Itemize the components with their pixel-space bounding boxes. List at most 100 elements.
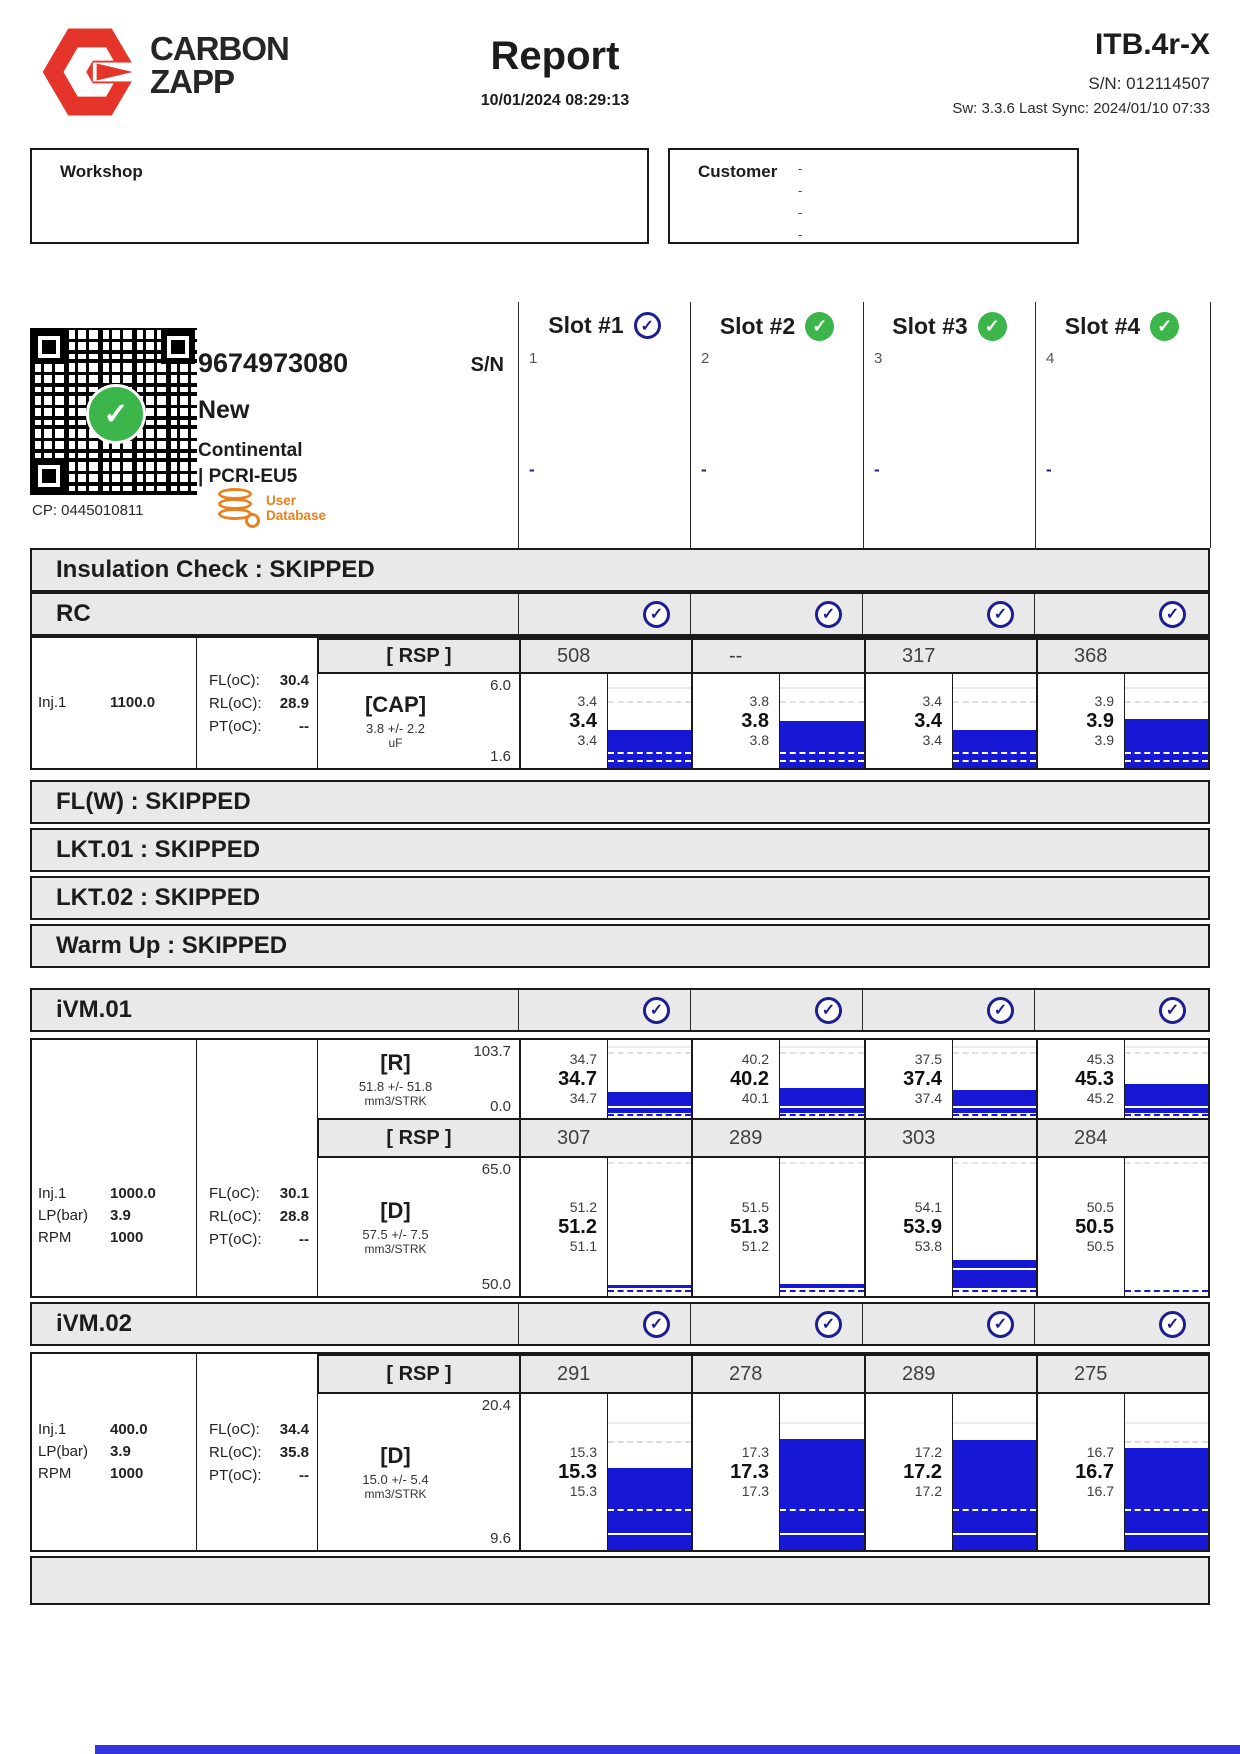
cap-bar-slot2	[779, 674, 864, 768]
slot-column-3: Slot #3 ✓ 3 -	[863, 302, 1035, 548]
slot-header-table: ✓ 9674973080 S/N New Continental | PCRI-…	[30, 302, 1211, 548]
rc-band: RC ✓ ✓ ✓ ✓	[30, 592, 1210, 636]
insulation-check-band: Insulation Check : SKIPPED	[30, 548, 1210, 592]
slot2-index: 2	[701, 350, 710, 367]
d2-bar-slot3	[952, 1394, 1036, 1550]
ivm02-rsp-slot4: 275	[1036, 1354, 1208, 1394]
ivm01-d-chart-slot2: 51.5 51.3 51.2	[691, 1158, 864, 1296]
ivm02-d-box: 20.4 [D] 15.0 +/- 5.4 mm3/STRK 9.6	[317, 1394, 519, 1550]
slot3-sn-dash: -	[874, 460, 880, 479]
d2-values-slot1: 15.3 15.3 15.3	[558, 1444, 597, 1499]
rc-params: Inj.1 1100.0	[38, 694, 156, 711]
device-serial: S/N: 012114507	[1088, 74, 1210, 93]
d-bar-slot1	[607, 1158, 691, 1296]
check-icon: ✓	[643, 1310, 670, 1338]
d-tolerance: 57.5 +/- 7.5	[362, 1227, 429, 1242]
check-icon: ✓	[987, 1310, 1014, 1338]
ivm01-rsp-header: [ RSP ]	[317, 1118, 519, 1158]
ivm01-band: iVM.01 ✓ ✓ ✓ ✓	[30, 988, 1210, 1032]
warmup-band: Warm Up : SKIPPED	[30, 924, 1210, 968]
ivm01-rsp-slot1: 307	[519, 1118, 691, 1158]
magnifier-icon	[245, 513, 260, 528]
slot1-check-icon: ✓	[633, 312, 661, 339]
ivm01-temps: FL(oC): 30.1 RL(oC): 28.8 PT(oC): --	[196, 1040, 317, 1296]
flw-label: FL(W) : SKIPPED	[56, 788, 251, 815]
ivm01-d-chart-slot4: 50.5 50.5 50.5	[1036, 1158, 1208, 1296]
ivm02-rsp-header: [ RSP ]	[317, 1354, 519, 1394]
cap-bar-slot4	[1124, 674, 1208, 768]
cap-values-slot3: 3.4 3.4 3.4	[914, 693, 942, 748]
lkt01-label: LKT.01 : SKIPPED	[56, 836, 261, 863]
d-bar-slot3	[952, 1158, 1036, 1296]
check-icon: ✓	[987, 996, 1014, 1024]
slot3-label: Slot #3	[892, 313, 968, 339]
rc-rsp-slot3: 317	[864, 638, 1036, 674]
slot2-label: Slot #2	[719, 313, 796, 339]
workshop-box: Workshop	[30, 148, 649, 244]
footer-band	[30, 1556, 1210, 1605]
d-values-slot4: 50.5 50.5 50.5	[1075, 1199, 1114, 1254]
d-bar-slot4	[1124, 1158, 1208, 1296]
r-bar-slot4	[1124, 1040, 1208, 1118]
customer-placeholder-dashes: -- --	[798, 161, 803, 242]
ivm01-rsp-slot2: 289	[691, 1118, 864, 1158]
r-axis-max: 103.7	[473, 1043, 511, 1060]
cap-values-slot1: 3.4 3.4 3.4	[569, 693, 597, 748]
rc-section: Inj.1 1100.0 FL(oC): 30.4 RL(oC): 28.9 PT(o…	[30, 636, 1210, 770]
rc-chart-slot2: 3.8 3.8 3.8	[691, 674, 864, 768]
ivm02-band: iVM.02 ✓ ✓ ✓ ✓	[30, 1302, 1210, 1346]
rc-cap-box: 6.0 [CAP] 3.8 +/- 2.2 uF 1.6	[317, 674, 519, 768]
d2-bar-slot2	[779, 1394, 864, 1550]
ivm01-rsp-slot3: 303	[864, 1118, 1036, 1158]
injector-cp: CP: 0445010811	[32, 502, 144, 519]
slot4-index: 4	[1046, 350, 1055, 367]
d-bar-slot2	[779, 1158, 864, 1296]
user-database-label: User Database	[266, 493, 327, 523]
r-values-slot1: 34.7 34.7 34.7	[558, 1051, 597, 1106]
ivm01-slot1-status: ✓	[518, 990, 690, 1030]
check-icon: ✓	[987, 600, 1014, 628]
customer-label: Customer	[698, 162, 778, 181]
cap-unit: uF	[388, 736, 403, 750]
slot1-label: Slot #1	[548, 312, 624, 338]
r-axis-min: 0.0	[490, 1098, 511, 1115]
insulation-check-label: Insulation Check : SKIPPED	[56, 556, 375, 583]
r-values-slot2: 40.2 40.2 40.1	[730, 1051, 769, 1106]
qr-finder-icon	[32, 330, 66, 364]
rc-chart-slot3: 3.4 3.4 3.4	[864, 674, 1036, 768]
slot2-sn-dash: -	[701, 460, 707, 479]
lkt01-band: LKT.01 : SKIPPED	[30, 828, 1210, 872]
ivm02-rsp-slot1: 291	[519, 1354, 691, 1394]
ivm02-title: iVM.02	[56, 1310, 133, 1337]
r-values-slot4: 45.3 45.3 45.2	[1075, 1051, 1114, 1106]
ivm01-r-chart-slot3: 37.5 37.4 37.4	[864, 1040, 1036, 1118]
ivm01-d-box: 65.0 [D] 57.5 +/- 7.5 mm3/STRK 50.0	[317, 1158, 519, 1296]
d2-values-slot2: 17.3 17.3 17.3	[730, 1444, 769, 1499]
d-measure-label: [D]	[380, 1198, 411, 1223]
ivm02-section: Inj.1 400.0 LP(bar) 3.9 RPM 1000 FL(oC): 34.…	[30, 1352, 1210, 1552]
warmup-label: Warm Up : SKIPPED	[56, 932, 288, 959]
report-datetime: 10/01/2024 08:29:13	[480, 92, 630, 109]
d-values-slot2: 51.5 51.3 51.2	[730, 1199, 769, 1254]
software-version: Sw: 3.3.6 Last Sync: 2024/01/10 07:33	[952, 100, 1210, 117]
ivm02-d-chart-slot3: 17.2 17.2 17.2	[864, 1394, 1036, 1550]
r-values-slot3: 37.5 37.4 37.4	[903, 1051, 942, 1106]
check-icon: ✓	[643, 600, 670, 628]
ivm01-r-box: 103.7 [R] 51.8 +/- 51.8 mm3/STRK 0.0	[317, 1040, 519, 1118]
ivm02-d-chart-slot1: 15.3 15.3 15.3	[519, 1394, 691, 1550]
cap-axis-max: 6.0	[490, 677, 511, 694]
ivm02-slot4-status: ✓	[1034, 1304, 1206, 1344]
sn-column-label: S/N	[470, 354, 504, 376]
check-icon: ✓	[1159, 600, 1186, 628]
flw-band: FL(W) : SKIPPED	[30, 780, 1210, 824]
brand-line2: ZAPP	[150, 63, 235, 100]
r-bar-slot3	[952, 1040, 1036, 1118]
rc-slot3-status: ✓	[862, 594, 1034, 634]
slot4-sn-dash: -	[1046, 460, 1052, 479]
user-database-badge: User Database	[218, 488, 327, 528]
check-icon: ✓	[815, 600, 842, 628]
ivm02-rsp-slot3: 289	[864, 1354, 1036, 1394]
check-icon: ✓	[815, 1310, 842, 1338]
slot-column-2: Slot #2 ✓ 2 -	[690, 302, 863, 548]
slot3-check-icon: ✓	[977, 312, 1007, 341]
